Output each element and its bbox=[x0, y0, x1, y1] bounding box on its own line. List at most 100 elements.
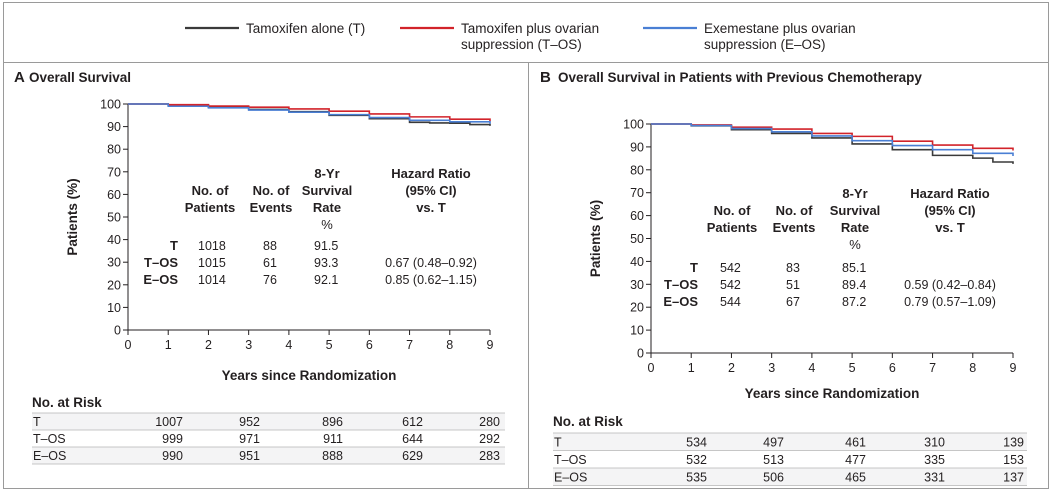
y-tick-label: 20 bbox=[630, 301, 644, 315]
risk-row-shade bbox=[32, 413, 505, 430]
stats-header-events: No. of bbox=[253, 183, 290, 198]
y-tick-label: 100 bbox=[623, 118, 644, 132]
x-tick-label: 1 bbox=[165, 338, 172, 352]
stats-header-rate: 8-Yr bbox=[842, 186, 867, 201]
x-tick-label: 0 bbox=[648, 361, 655, 375]
stats-header-events: No. of bbox=[776, 203, 813, 218]
y-tick-label: 20 bbox=[107, 278, 121, 292]
risk-group-label: T bbox=[33, 415, 41, 429]
legend-label: suppression (T–OS) bbox=[461, 37, 582, 52]
y-tick-label: 100 bbox=[100, 98, 121, 112]
y-axis-label: Patients (%) bbox=[588, 200, 603, 277]
x-tick-label: 8 bbox=[446, 338, 453, 352]
risk-value: 477 bbox=[845, 453, 866, 467]
series-line-1 bbox=[651, 123, 1014, 164]
stats-rate: 89.4 bbox=[842, 278, 866, 292]
y-tick-label: 40 bbox=[107, 233, 121, 247]
x-axis-label: Years since Randomization bbox=[222, 368, 397, 383]
legend: Tamoxifen alone (T) Tamoxifen plus ovaria… bbox=[185, 21, 856, 52]
x-tick-label: 0 bbox=[125, 338, 132, 352]
panel-b-letter: B bbox=[540, 69, 551, 86]
stats-header-events: Events bbox=[773, 220, 816, 235]
risk-group-label: T bbox=[554, 436, 562, 450]
y-tick-label: 0 bbox=[637, 347, 644, 361]
stats-events: 83 bbox=[786, 261, 800, 275]
stats-rate: 91.5 bbox=[314, 239, 338, 253]
y-tick-label: 90 bbox=[630, 140, 644, 154]
panel-a-letter: A bbox=[14, 69, 25, 86]
stats-group-label: T bbox=[170, 238, 178, 253]
stats-hazard-ratio: 0.59 (0.42–0.84) bbox=[904, 278, 996, 292]
stats-header-events: Events bbox=[250, 200, 293, 215]
risk-value: 629 bbox=[402, 449, 423, 463]
stats-rate: 92.1 bbox=[314, 273, 338, 287]
stats-events: 61 bbox=[263, 256, 277, 270]
x-tick-label: 2 bbox=[205, 338, 212, 352]
stats-header-hr: vs. T bbox=[935, 220, 965, 235]
stats-patients: 544 bbox=[720, 295, 741, 309]
risk-value: 990 bbox=[162, 449, 183, 463]
panel-a-risk-table: No. at Risk T 1007 952 896 612 280 T–OS 999 971 91… bbox=[32, 395, 505, 465]
stats-events: 51 bbox=[786, 278, 800, 292]
x-tick-label: 4 bbox=[285, 338, 292, 352]
y-tick-label: 40 bbox=[630, 255, 644, 269]
legend-label: Tamoxifen plus ovarian bbox=[461, 21, 599, 36]
risk-value: 951 bbox=[239, 449, 260, 463]
y-tick-label: 30 bbox=[107, 256, 121, 270]
risk-value: 971 bbox=[239, 432, 260, 446]
stats-header-patients: Patients bbox=[185, 200, 236, 215]
legend-label: Exemestane plus ovarian bbox=[704, 21, 856, 36]
risk-row-shade bbox=[553, 468, 1027, 486]
stats-rate: 85.1 bbox=[842, 261, 866, 275]
panel-a-chart: 0 10 20 30 40 50 60 70 80 90 100 0 1 2 3 4 5 6 7 8 9 Patients… bbox=[65, 98, 494, 384]
series-line-2 bbox=[128, 103, 491, 122]
stats-patients: 542 bbox=[720, 261, 741, 275]
risk-value: 999 bbox=[162, 432, 183, 446]
stats-patients: 1015 bbox=[198, 256, 226, 270]
stats-header-hr: Hazard Ratio bbox=[910, 186, 990, 201]
y-tick-label: 70 bbox=[107, 165, 121, 179]
x-tick-label: 8 bbox=[969, 361, 976, 375]
stats-header-hr: Hazard Ratio bbox=[391, 166, 471, 181]
stats-group-label: E–OS bbox=[663, 294, 698, 309]
y-tick-label: 10 bbox=[107, 301, 121, 315]
stats-patients: 542 bbox=[720, 278, 741, 292]
risk-value: 283 bbox=[479, 449, 500, 463]
y-tick-label: 70 bbox=[630, 186, 644, 200]
stats-header-rate: Survival bbox=[830, 203, 881, 218]
stats-rate: 93.3 bbox=[314, 256, 338, 270]
stats-header-hr: (95% CI) bbox=[405, 183, 456, 198]
series-line-1 bbox=[128, 103, 491, 126]
risk-value: 335 bbox=[924, 453, 945, 467]
x-tick-label: 2 bbox=[728, 361, 735, 375]
figure-frame bbox=[3, 2, 1049, 489]
risk-value: 292 bbox=[479, 432, 500, 446]
panel-b-title-text: Overall Survival in Patients with Previo… bbox=[558, 70, 922, 85]
stats-events: 67 bbox=[786, 295, 800, 309]
risk-value: 1007 bbox=[155, 415, 183, 429]
stats-header-rate: % bbox=[849, 237, 861, 252]
y-tick-label: 10 bbox=[630, 324, 644, 338]
risk-value: 535 bbox=[686, 471, 707, 485]
stats-events: 88 bbox=[263, 239, 277, 253]
risk-group-label: T–OS bbox=[33, 432, 66, 446]
risk-value: 911 bbox=[323, 432, 343, 446]
risk-value: 497 bbox=[763, 436, 784, 450]
risk-row-shade bbox=[553, 433, 1027, 451]
risk-value: 506 bbox=[763, 471, 784, 485]
risk-value: 137 bbox=[1003, 471, 1024, 485]
x-axis-label: Years since Randomization bbox=[745, 386, 920, 401]
stats-group-label: T–OS bbox=[144, 255, 178, 270]
risk-group-label: E–OS bbox=[554, 471, 587, 485]
risk-value: 952 bbox=[239, 415, 260, 429]
x-tick-label: 4 bbox=[808, 361, 815, 375]
stats-header-rate: Survival bbox=[302, 183, 353, 198]
stats-group-label: T–OS bbox=[664, 277, 698, 292]
stats-events: 76 bbox=[263, 273, 277, 287]
stats-header-rate: 8-Yr bbox=[314, 166, 339, 181]
